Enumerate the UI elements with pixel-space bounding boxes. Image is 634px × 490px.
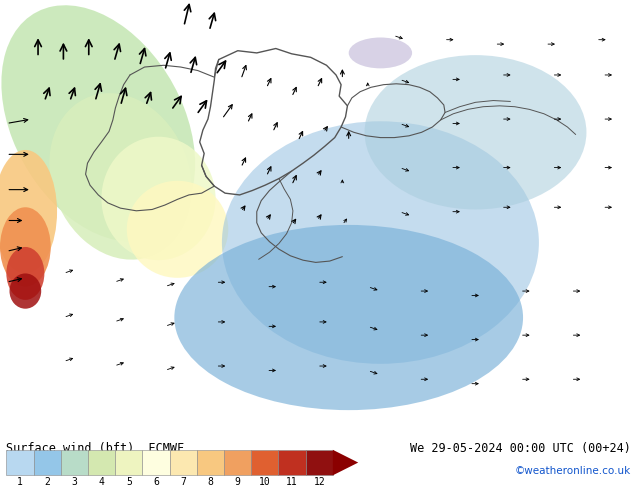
- Ellipse shape: [0, 207, 51, 287]
- Text: 1: 1: [17, 477, 23, 487]
- Bar: [34, 450, 61, 475]
- Bar: [61, 450, 88, 475]
- Bar: [6, 450, 34, 475]
- Ellipse shape: [49, 93, 191, 260]
- Bar: [170, 450, 197, 475]
- Bar: [278, 450, 306, 475]
- Text: 3: 3: [72, 477, 77, 487]
- Text: 4: 4: [99, 477, 105, 487]
- Text: 2: 2: [44, 477, 50, 487]
- Text: 6: 6: [153, 477, 159, 487]
- Bar: [143, 450, 170, 475]
- Ellipse shape: [1, 5, 195, 242]
- Bar: [88, 450, 115, 475]
- Ellipse shape: [222, 122, 539, 364]
- Ellipse shape: [349, 37, 412, 69]
- Bar: [251, 450, 278, 475]
- Text: We 29-05-2024 00:00 UTC (00+24): We 29-05-2024 00:00 UTC (00+24): [410, 442, 631, 455]
- Text: 12: 12: [313, 477, 325, 487]
- Bar: [115, 450, 143, 475]
- Text: 5: 5: [126, 477, 132, 487]
- Ellipse shape: [10, 273, 41, 309]
- Ellipse shape: [127, 181, 228, 278]
- Ellipse shape: [6, 247, 44, 300]
- Text: 7: 7: [180, 477, 186, 487]
- Polygon shape: [333, 450, 358, 475]
- Bar: [306, 450, 333, 475]
- Text: 10: 10: [259, 477, 271, 487]
- Ellipse shape: [174, 225, 523, 410]
- Text: 11: 11: [286, 477, 298, 487]
- Bar: [197, 450, 224, 475]
- Ellipse shape: [0, 150, 57, 273]
- Text: Surface wind (bft)  ECMWF: Surface wind (bft) ECMWF: [6, 442, 184, 455]
- Bar: [224, 450, 251, 475]
- Ellipse shape: [101, 137, 216, 260]
- Text: 9: 9: [235, 477, 240, 487]
- Text: 8: 8: [207, 477, 214, 487]
- Ellipse shape: [365, 55, 586, 210]
- Text: ©weatheronline.co.uk: ©weatheronline.co.uk: [515, 466, 631, 475]
